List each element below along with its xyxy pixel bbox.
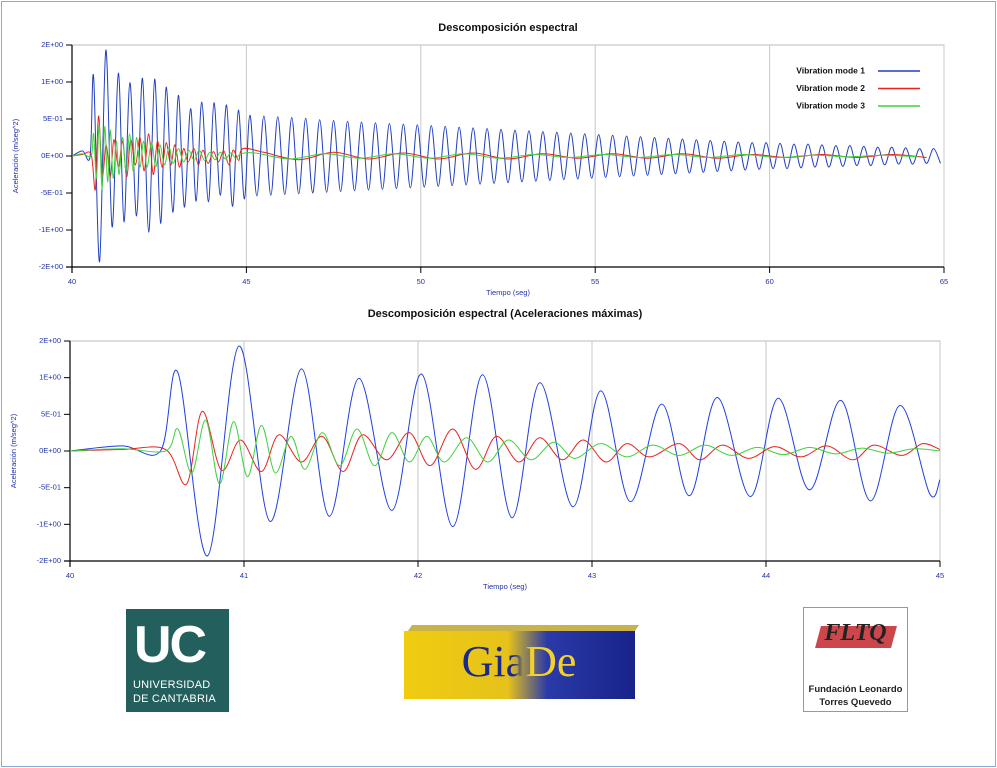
plot-area xyxy=(71,44,945,268)
y-tick-label: 5E-01 xyxy=(43,114,63,123)
y-tick-label: 0E+00 xyxy=(41,151,63,160)
x-tick-label: 40 xyxy=(68,277,76,286)
logo-text: UNIVERSIDAD xyxy=(133,679,211,691)
y-tick-label: 1E+00 xyxy=(39,373,61,382)
logo-mark: UC xyxy=(134,616,207,674)
x-tick-label: 41 xyxy=(240,571,248,580)
logo-text: GiaDe xyxy=(462,637,577,686)
series-line xyxy=(70,419,940,485)
y-tick-label: 0E+00 xyxy=(39,446,61,455)
x-tick-label: 60 xyxy=(765,277,773,286)
chart-title: Descomposición espectral (Aceleraciones … xyxy=(368,308,643,320)
legend-label: Vibration mode 3 xyxy=(796,100,865,110)
y-tick-label: 5E-01 xyxy=(41,409,61,418)
x-tick-label: 65 xyxy=(940,277,948,286)
x-axis-title: Tiempo (seg) xyxy=(486,288,530,297)
charts: Descomposición espectral 40 45 50 55 60 65 2E+0… xyxy=(9,22,948,591)
logo-text: Torres Quevedo xyxy=(819,697,892,708)
y-tick-label: -1E+00 xyxy=(39,225,63,234)
y-tick-label: -1E+00 xyxy=(37,519,61,528)
fltq-logo: FLTQ Fundación Leonardo Torres Quevedo xyxy=(803,607,908,712)
x-tick-label: 44 xyxy=(762,571,770,580)
x-tick-label: 42 xyxy=(414,571,422,580)
logo-bevel xyxy=(408,625,639,631)
chart: Descomposición espectral 40 45 50 55 60 65 2E+0… xyxy=(11,22,948,297)
plot-area xyxy=(69,340,941,562)
x-tick-label: 45 xyxy=(936,571,944,580)
x-tick-label: 55 xyxy=(591,277,599,286)
x-tick-label: 40 xyxy=(66,571,74,580)
logo-background xyxy=(404,631,635,699)
uc-logo: UC UNIVERSIDAD DE CANTABRIA xyxy=(126,609,229,712)
logo-mark: FLTQ xyxy=(824,620,887,646)
y-axis-title: Aceleración (m/seg^2) xyxy=(11,118,20,193)
series-line xyxy=(72,124,918,190)
giade-logo: GiaDe xyxy=(404,625,639,699)
chart: Descomposición espectral (Aceleraciones … xyxy=(9,308,944,591)
y-tick-label: 2E+00 xyxy=(39,336,61,345)
x-tick-label: 50 xyxy=(417,277,425,286)
y-tick-label: -5E-01 xyxy=(40,188,63,197)
x-tick-label: 43 xyxy=(588,571,596,580)
logo-text: DE CANTABRIA xyxy=(133,693,216,705)
logo-text: Fundación Leonardo xyxy=(808,684,903,695)
y-tick-label: 2E+00 xyxy=(41,40,63,49)
chart-title: Descomposición espectral xyxy=(438,22,577,34)
y-tick-label: 1E+00 xyxy=(41,77,63,86)
x-axis-title: Tiempo (seg) xyxy=(483,582,527,591)
y-tick-label: -2E+00 xyxy=(39,262,63,271)
legend-label: Vibration mode 1 xyxy=(796,65,865,75)
series-line xyxy=(70,410,940,486)
x-tick-label: 45 xyxy=(242,277,250,286)
y-axis-title: Aceleración (m/seg^2) xyxy=(9,413,18,488)
y-tick-label: -2E+00 xyxy=(37,556,61,565)
legend-label: Vibration mode 2 xyxy=(796,83,865,93)
y-tick-label: -5E-01 xyxy=(38,483,61,492)
